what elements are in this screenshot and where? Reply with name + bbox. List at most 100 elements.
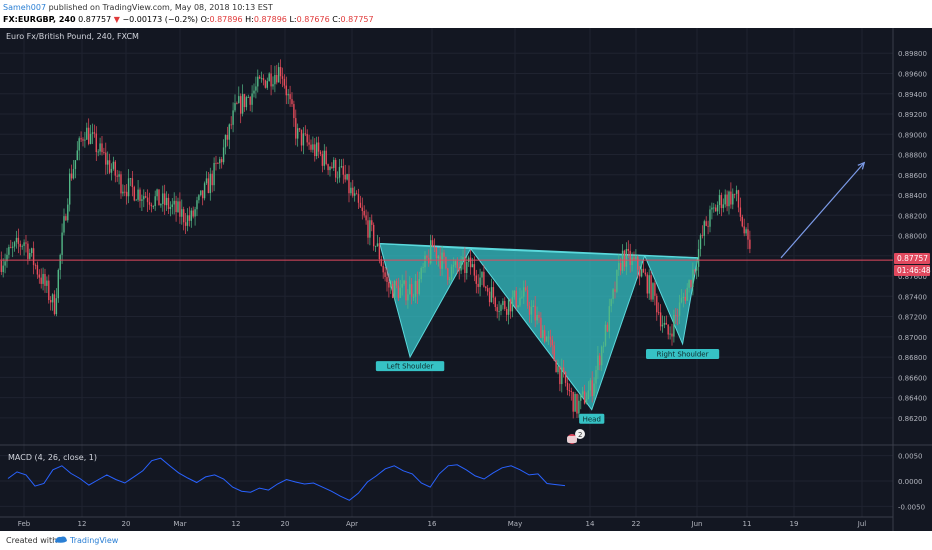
candle-body bbox=[34, 264, 37, 266]
candle-body bbox=[614, 289, 616, 292]
candle-body bbox=[378, 243, 381, 260]
tradingview-link[interactable]: TradingView bbox=[70, 536, 119, 545]
candle-body bbox=[393, 281, 396, 298]
candle-body bbox=[120, 174, 122, 194]
candle-body bbox=[447, 268, 449, 280]
candle-body bbox=[690, 280, 692, 287]
candle-body bbox=[386, 276, 388, 282]
author-link[interactable]: Sameh007 bbox=[3, 3, 47, 12]
candle-body bbox=[675, 314, 677, 316]
head-shoulders-pattern[interactable] bbox=[379, 242, 699, 411]
pattern-label: Head bbox=[583, 415, 601, 423]
candle-body bbox=[315, 142, 318, 157]
candle-body bbox=[735, 190, 738, 194]
candle-body bbox=[460, 260, 462, 271]
candle-body bbox=[422, 267, 424, 269]
tradingview-logo-icon bbox=[55, 536, 67, 543]
candle-body bbox=[289, 94, 291, 100]
candle-body bbox=[543, 330, 546, 342]
candle-body bbox=[277, 67, 280, 83]
candle-body bbox=[84, 139, 86, 141]
candle-body bbox=[581, 391, 584, 395]
candle-body bbox=[433, 246, 436, 248]
candle-body bbox=[667, 324, 669, 335]
candle-body bbox=[154, 196, 156, 207]
candle-body bbox=[40, 277, 42, 284]
candle-body bbox=[144, 196, 147, 198]
notes-icon[interactable]: 2 bbox=[567, 429, 585, 444]
candle-body bbox=[570, 391, 572, 392]
candle-body bbox=[293, 104, 295, 119]
candle-body bbox=[578, 400, 580, 414]
candle-body bbox=[4, 261, 6, 266]
candle-body bbox=[695, 266, 698, 271]
down-arrow-icon: ▼ bbox=[113, 15, 120, 24]
candle-body bbox=[129, 178, 132, 180]
candle-body bbox=[631, 257, 633, 266]
candle-body bbox=[701, 235, 704, 237]
candle-body bbox=[654, 283, 656, 296]
macd-axis-ticks: 0.0050 0.0000 -0.0050 bbox=[898, 453, 925, 512]
candle-body bbox=[648, 275, 650, 294]
candle-body bbox=[131, 178, 134, 188]
candle-body bbox=[443, 252, 445, 257]
candle-body bbox=[321, 154, 324, 166]
price-tick-label: 0.89000 bbox=[898, 131, 927, 139]
candle-body bbox=[553, 345, 555, 361]
candle-body bbox=[173, 200, 175, 205]
candle-body bbox=[167, 197, 170, 209]
candle-body bbox=[388, 281, 390, 288]
candle-body bbox=[68, 173, 71, 205]
candle-body bbox=[241, 94, 244, 114]
candle-body bbox=[137, 189, 139, 200]
candle-body bbox=[300, 129, 303, 146]
candle-body bbox=[44, 274, 46, 286]
low-label: L: bbox=[289, 15, 297, 24]
candle-body bbox=[182, 209, 185, 223]
candle-body bbox=[536, 315, 538, 321]
candle-body bbox=[211, 173, 213, 186]
time-tick-label: Mar bbox=[173, 520, 186, 528]
candle-body bbox=[661, 324, 664, 327]
candle-body bbox=[363, 211, 365, 216]
candle-body bbox=[505, 308, 508, 315]
macd-tick-label: 0.0050 bbox=[898, 453, 923, 461]
projection-arrow[interactable] bbox=[780, 161, 866, 259]
candle-body bbox=[523, 287, 525, 297]
candle-body bbox=[595, 370, 597, 384]
candle-body bbox=[49, 300, 52, 303]
candle-body bbox=[610, 299, 612, 307]
candle-body bbox=[59, 254, 61, 270]
candle-body bbox=[511, 297, 514, 312]
candle-body bbox=[597, 355, 599, 371]
candle-body bbox=[215, 162, 217, 164]
candle-body bbox=[296, 128, 299, 139]
candle-body bbox=[222, 147, 225, 163]
candle-body bbox=[213, 162, 215, 186]
price-tick-label: 0.89800 bbox=[898, 50, 927, 58]
candle-body bbox=[124, 191, 126, 193]
candle-body bbox=[650, 275, 652, 300]
candle-body bbox=[549, 336, 552, 340]
open-value: 0.87896 bbox=[209, 15, 243, 24]
time-tick-label: 14 bbox=[586, 520, 595, 528]
candle-body bbox=[272, 84, 274, 87]
candle-body bbox=[640, 268, 643, 277]
candle-body bbox=[82, 139, 84, 141]
created-with: Created with bbox=[6, 536, 58, 545]
candle-body bbox=[51, 294, 54, 303]
candle-body bbox=[576, 393, 578, 414]
low-value: 0.87676 bbox=[296, 15, 330, 24]
chart-background bbox=[0, 28, 932, 531]
candle-body bbox=[198, 195, 200, 201]
last-price: 0.87757 bbox=[78, 15, 112, 24]
candle-body bbox=[338, 166, 341, 178]
candle-body bbox=[538, 315, 540, 318]
candle-body bbox=[283, 78, 286, 86]
pattern-label: Right Shoulder bbox=[657, 350, 709, 358]
candle-body bbox=[500, 305, 502, 311]
candle-body bbox=[559, 366, 561, 385]
candle-body bbox=[48, 280, 50, 301]
price-badge-text: 0.87757 bbox=[897, 254, 928, 263]
